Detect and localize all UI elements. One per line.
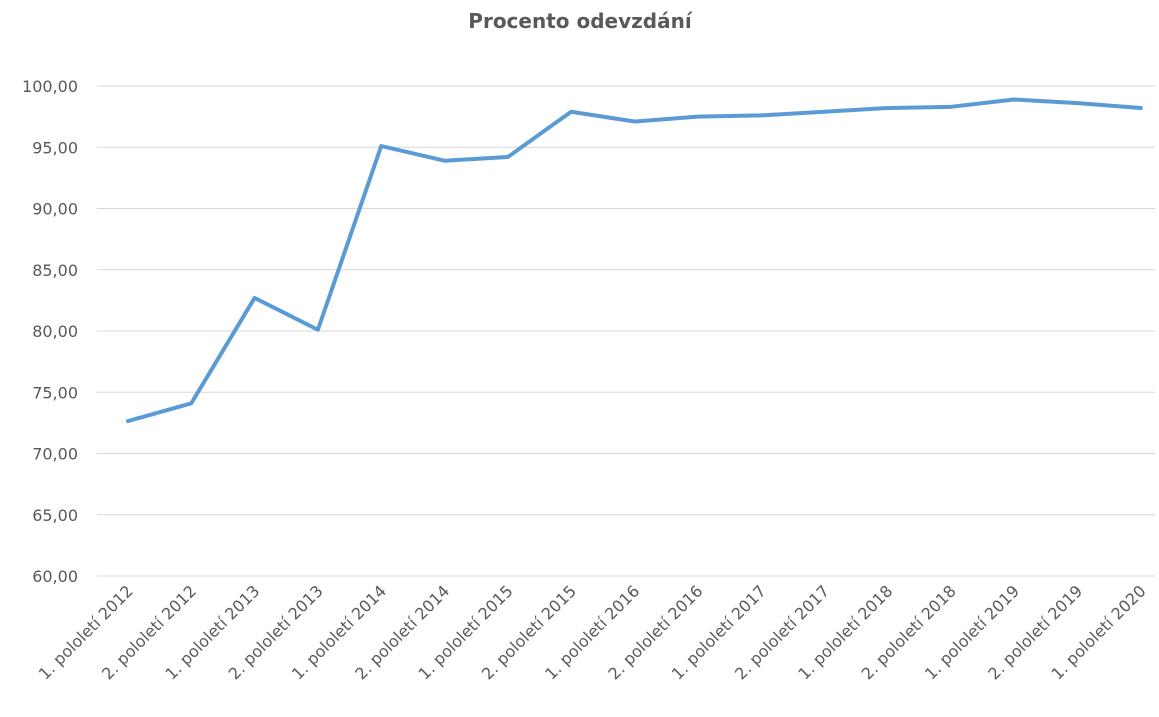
y-tick-label: 90,00: [32, 200, 78, 219]
y-tick-label: 70,00: [32, 445, 78, 464]
y-tick-label: 75,00: [32, 383, 78, 402]
y-tick-label: 85,00: [32, 261, 78, 280]
chart-title: Procento odevzdání: [468, 9, 693, 33]
y-tick-label: 65,00: [32, 506, 78, 525]
y-tick-label: 100,00: [22, 77, 78, 96]
y-tick-label: 60,00: [32, 567, 78, 586]
y-tick-label: 80,00: [32, 322, 78, 341]
data-line: [126, 97, 1143, 424]
y-tick-label: 95,00: [32, 138, 78, 157]
